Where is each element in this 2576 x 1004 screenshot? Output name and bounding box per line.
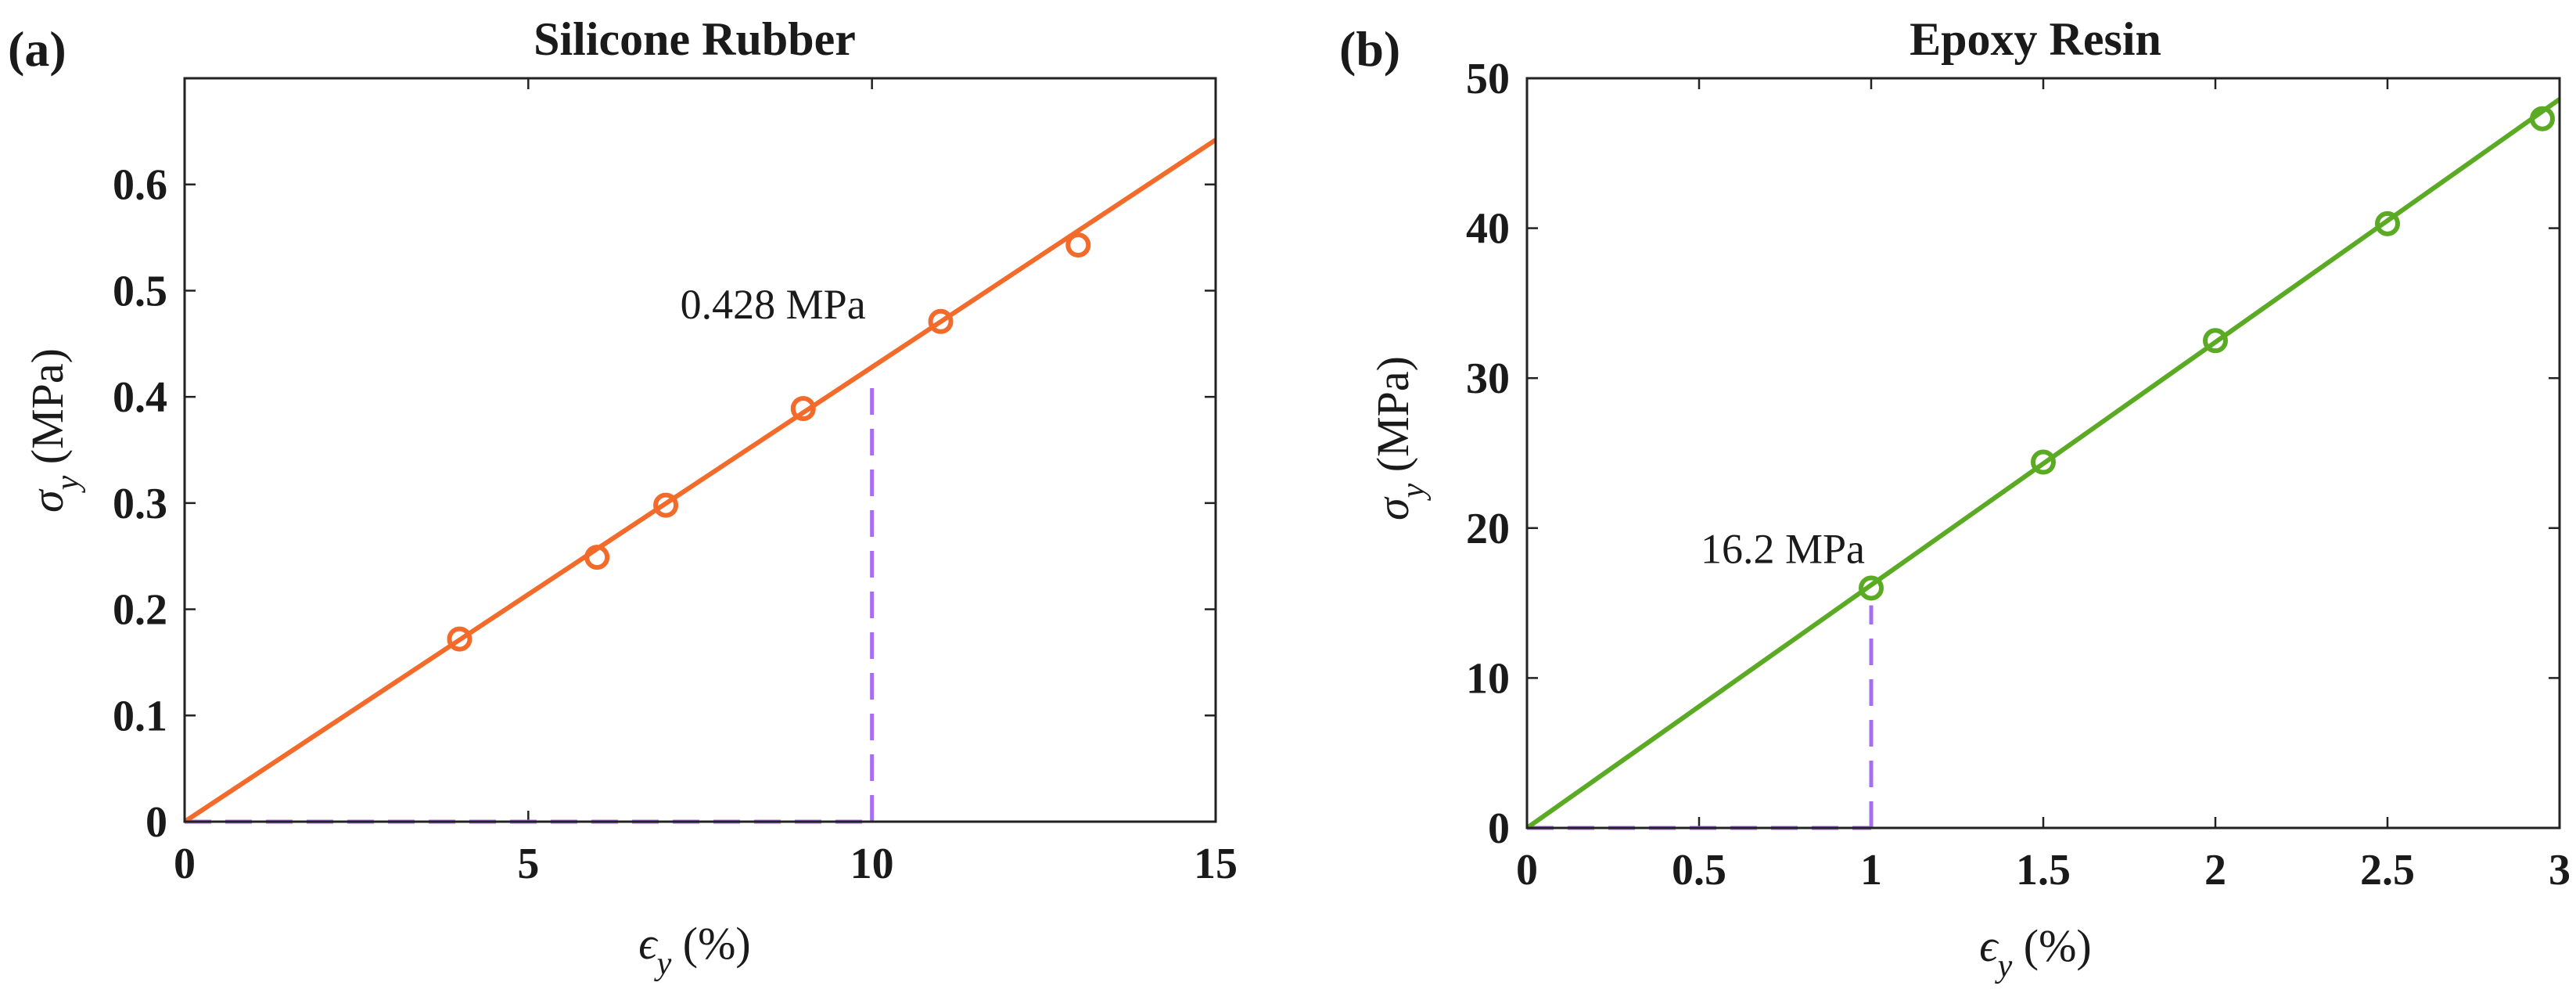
y-axis-label: σy (MPa) [1367,356,1432,520]
chart-title: Silicone Rubber [534,13,856,65]
x-axis-unit: (%) [2012,920,2091,971]
fit-line [185,138,1216,822]
y-tick-label: 30 [1466,354,1510,403]
data-point [584,545,610,570]
y-tick-label: 0.3 [113,480,167,528]
panel-label: (a) [8,21,66,77]
x-tick-label: 0 [1516,846,1538,894]
y-tick-label: 40 [1466,205,1510,254]
data-point [2203,328,2228,354]
axes-frame [1525,77,2561,829]
y-tick-label: 0.2 [113,586,167,635]
panel-a: (a) Silicone Rubber 0 5 10 1500.10.20.30.40… [8,13,1238,982]
y-axis-label: σy (MPa) [22,348,86,513]
fit-line [1527,97,2560,828]
y-tick-label: 0.4 [113,373,167,422]
x-axis-unit: (%) [671,918,750,969]
y-tick-label: 0.1 [113,692,167,740]
x-tick-label: 0 [174,840,196,888]
x-tick-label: 2 [2204,846,2226,894]
y-axis-subscript: y [1396,483,1432,501]
y-tick-label: 0 [1488,804,1510,853]
y-tick-label: 0.6 [113,161,167,210]
axes-frame [183,77,1217,823]
data-point [928,308,954,334]
data-point [653,492,679,518]
value-annotation: 0.428 MPa [681,281,866,328]
x-tick-label: 0.5 [1672,846,1726,894]
x-axis-symbol: ϵ [1979,920,1999,971]
data-point [1065,232,1091,258]
y-tick-label: 0.5 [113,267,167,315]
plot-area: 0 5 10 15 0 0.1 0.2 0.3 0.4 0.5 0.6 [113,77,1238,888]
y-axis-symbol: σ [22,488,73,513]
y-tick-label: 50 [1466,55,1510,103]
x-axis-label: ϵy (%) [638,918,750,982]
y-tick-label: 20 [1466,505,1510,553]
x-tick-label: 3 [2549,846,2571,894]
x-tick-label: 10 [850,840,894,888]
panel-b: (b) Epoxy Resin 0 0.5 1 1.5 2 2.5 301020304050… [1339,13,2571,984]
x-tick-label: 1 [1860,846,1882,894]
value-annotation: 16.2 MPa [1701,526,1865,573]
data-point [2031,449,2056,475]
x-tick-label: 2.5 [2360,846,2415,894]
x-axis-subscript: y [654,946,672,982]
data-point [2375,211,2400,236]
data-point [447,626,472,652]
x-axis-label: ϵy (%) [1979,920,2091,984]
x-tick-label: 1.5 [2016,846,2071,894]
data-point [2530,106,2555,131]
data-point [790,396,816,422]
y-tick-label: 0 [146,798,167,847]
y-axis-symbol: σ [1367,496,1418,520]
x-tick-label: 5 [517,840,539,888]
chart-title: Epoxy Resin [1910,13,2161,65]
x-axis-subscript: y [1995,948,2013,984]
y-tick-label: 10 [1466,654,1510,703]
panel-label: (b) [1339,21,1400,77]
y-axis-unit: (MPa) [1367,356,1418,484]
x-axis-symbol: ϵ [638,918,659,969]
y-axis-unit: (MPa) [22,348,73,476]
data-point [1859,575,1884,601]
x-tick-label: 15 [1194,840,1238,888]
y-axis-subscript: y [50,475,86,493]
